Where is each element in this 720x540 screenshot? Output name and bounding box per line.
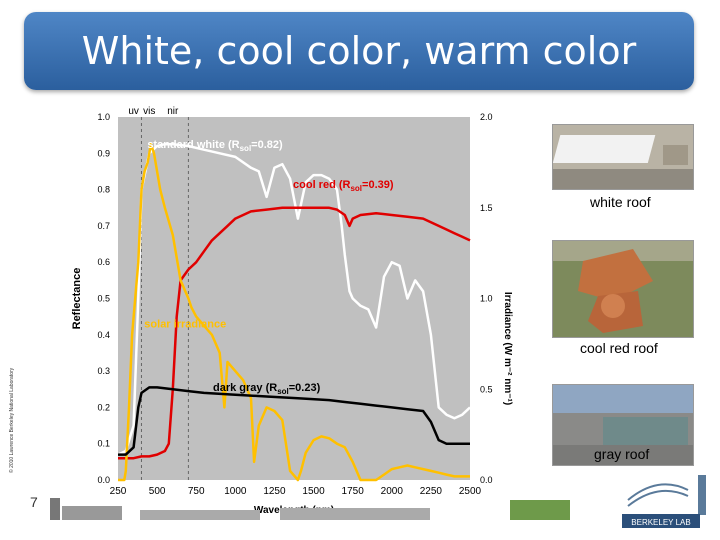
y2-tick-label-4: 2.0 (480, 112, 493, 122)
y-axis-label: Reflectance (71, 268, 83, 330)
y-tick-label-4: 0.4 (97, 330, 110, 340)
y-tick-label-8: 0.8 (97, 185, 110, 195)
x-tick-label-5: 1500 (302, 486, 325, 497)
band-label-uv: uv (128, 106, 139, 117)
band-label-vis: vis (143, 106, 155, 117)
gray-roof-label: gray roof (594, 446, 650, 462)
y2-tick-label-1: 0.5 (480, 384, 493, 394)
x-tick-label-7: 2000 (381, 486, 404, 497)
cool-red-roof-photo (552, 240, 694, 338)
white-roof-photo (552, 124, 694, 190)
x-tick-label-9: 2500 (459, 486, 482, 497)
x-tick-label-0: 250 (110, 486, 127, 497)
gray-roof-photo (552, 384, 694, 466)
series-line-0 (117, 142, 471, 456)
berkeley-lab-logo: BERKELEY LAB (622, 475, 706, 528)
y-tick-label-0: 0.0 (97, 475, 110, 485)
series-label-2: solar irradiance (144, 319, 226, 331)
y-tick-label-9: 0.9 (97, 148, 110, 158)
y-tick-label-6: 0.6 (97, 257, 110, 267)
x-tick-label-6: 1750 (342, 486, 365, 497)
cool-red-roof-label: cool red roof (580, 340, 658, 356)
y-tick-label-2: 0.2 (97, 402, 110, 412)
series-label-0: standard white (Rsol=0.82) (147, 139, 283, 153)
slide-title: White, cool color, warm color (24, 12, 694, 90)
y-tick-label-10: 1.0 (97, 112, 110, 122)
y-tick-label-5: 0.5 (97, 294, 110, 304)
series-label-3: dark gray (Rsol=0.23) (213, 382, 321, 396)
footer-skyline (50, 498, 570, 520)
x-tick-label-2: 750 (188, 486, 205, 497)
y2-tick-label-0: 0.0 (480, 475, 493, 485)
x-tick-label-3: 1000 (224, 486, 247, 497)
y-tick-label-1: 0.1 (97, 439, 110, 449)
x-tick-label-1: 500 (149, 486, 166, 497)
series-label-1: cool red (Rsol=0.39) (293, 179, 394, 193)
x-tick-label-4: 1250 (263, 486, 286, 497)
y2-tick-label-3: 1.5 (480, 203, 493, 213)
white-roof-label: white roof (590, 194, 651, 210)
copyright-text: © 2010 Lawrence Berkeley National Labora… (9, 367, 15, 473)
band-label-nir: nir (167, 106, 179, 117)
x-tick-label-8: 2250 (420, 486, 443, 497)
y-tick-label-3: 0.3 (97, 366, 110, 376)
plot-area (118, 117, 470, 480)
series-line-3 (118, 386, 470, 456)
y2-tick-label-2: 1.0 (480, 294, 493, 304)
logo-text: BERKELEY LAB (631, 518, 690, 527)
series-line-2 (118, 142, 470, 482)
series-line-1 (118, 206, 471, 460)
page-number: 7 (30, 494, 38, 510)
y-tick-label-7: 0.7 (97, 221, 110, 231)
y2-axis-label: Irradiance (W m⁻² nm⁻¹) (502, 292, 513, 405)
